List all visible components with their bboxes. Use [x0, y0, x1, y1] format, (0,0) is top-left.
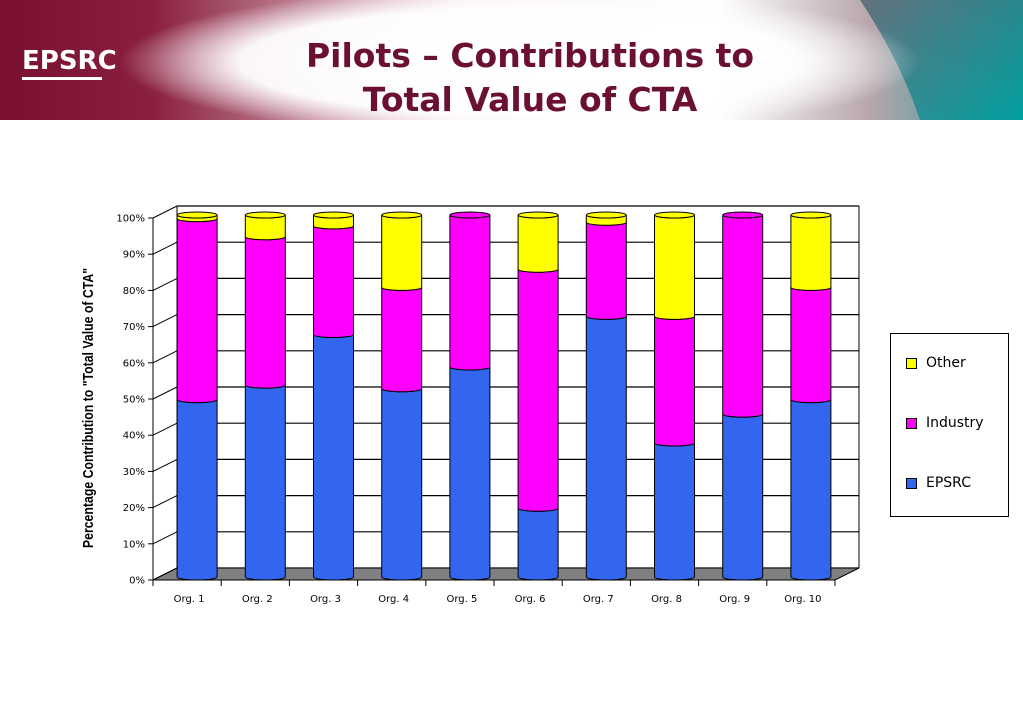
logo-underline — [22, 77, 102, 80]
legend-swatch — [906, 477, 917, 489]
bar-segment-industry — [790, 287, 832, 404]
bar-segment-industry — [722, 214, 764, 418]
bar-top-cap — [790, 211, 832, 219]
epsrc-logo: EPSRC — [22, 46, 117, 76]
x-tick-label: Org. 6 — [515, 594, 546, 605]
bar-segment-industry — [585, 221, 627, 320]
gridline-depth — [152, 350, 178, 364]
bar-segment-epsrc — [585, 316, 627, 581]
bar-top-cap — [449, 211, 491, 219]
bar-segment-epsrc — [244, 384, 286, 581]
gridline-depth — [152, 386, 178, 400]
header-banner: EPSRC — [0, 0, 1023, 120]
bar-segment-epsrc — [381, 388, 423, 581]
bar-segment-epsrc — [654, 442, 695, 581]
gridline-depth — [152, 458, 178, 472]
legend-item-other: Other — [906, 355, 966, 371]
bar-segment-industry — [654, 316, 695, 447]
bar-segment-industry — [244, 236, 286, 389]
y-tick-label: 10% — [123, 539, 145, 550]
y-tick-label: 80% — [123, 286, 145, 297]
bar-top-cap — [176, 211, 218, 219]
legend-swatch — [906, 417, 917, 429]
x-tick-label: Org. 8 — [651, 594, 682, 605]
bar-top-cap — [244, 211, 286, 219]
bar-segment-other — [244, 214, 286, 241]
bar-top-cap — [585, 211, 627, 219]
page-title: Pilots – Contributions to Total Value of… — [230, 34, 830, 122]
legend-swatch — [906, 357, 917, 369]
title-line-1: Pilots – Contributions to — [305, 36, 755, 75]
gridline-depth — [152, 277, 178, 291]
gridline-depth — [152, 531, 178, 545]
y-tick-label: 0% — [129, 576, 145, 587]
x-tick-label: Org. 9 — [719, 594, 750, 605]
bar-segment-industry — [449, 214, 491, 371]
x-tick-label: Org. 3 — [310, 594, 341, 605]
bar-segment-other — [790, 214, 832, 291]
gridline-depth — [152, 205, 178, 219]
bar-top-cap — [517, 211, 559, 219]
bar-segment-other — [517, 214, 559, 273]
bar-segment-other — [654, 214, 695, 320]
legend-label: Industry — [926, 415, 984, 431]
gridline-depth — [152, 495, 178, 509]
y-tick-label: 30% — [123, 467, 145, 478]
legend-item-epsrc: EPSRC — [906, 475, 971, 491]
bar-segment-industry — [313, 225, 354, 338]
legend-label: EPSRC — [926, 475, 971, 491]
y-tick-label: 100% — [116, 214, 145, 225]
x-tick-label: Org. 5 — [446, 594, 477, 605]
legend-item-industry: Industry — [906, 415, 984, 431]
y-axis-label: Percentage Contribution to "Total Value … — [80, 268, 96, 548]
x-tick-label: Org. 10 — [784, 594, 821, 605]
bar-top-cap — [381, 211, 423, 219]
x-tick-label: Org. 4 — [378, 594, 409, 605]
bar-segment-epsrc — [449, 366, 491, 581]
y-tick-label: 20% — [123, 503, 145, 514]
y-tick-label: 40% — [123, 431, 145, 442]
gridline-depth — [152, 241, 178, 255]
bar-segment-industry — [176, 218, 218, 404]
bar-segment-epsrc — [722, 413, 764, 581]
bar-segment-epsrc — [790, 399, 832, 581]
x-tick-label: Org. 1 — [174, 594, 205, 605]
banner-background — [0, 0, 1023, 120]
gridline-depth — [152, 314, 178, 328]
bar-segment-epsrc — [313, 334, 354, 581]
legend-label: Other — [926, 355, 966, 371]
y-tick-label: 70% — [123, 322, 145, 333]
bar-segment-industry — [381, 287, 423, 393]
x-tick-label: Org. 2 — [242, 594, 273, 605]
x-tick-label: Org. 7 — [583, 594, 614, 605]
y-tick-label: 90% — [123, 250, 145, 261]
bar-segment-industry — [517, 269, 559, 512]
bar-top-cap — [722, 211, 764, 219]
title-line-2: Total Value of CTA — [362, 80, 698, 119]
bar-top-cap — [313, 211, 354, 219]
y-tick-label: 50% — [123, 395, 145, 406]
gridline-depth — [152, 422, 178, 436]
chart-legend: Other Industry EPSRC — [890, 333, 1009, 517]
bar-segment-epsrc — [517, 507, 559, 581]
bar-segment-other — [381, 214, 423, 291]
y-tick-label: 60% — [123, 358, 145, 369]
bar-top-cap — [654, 211, 695, 219]
bar-segment-epsrc — [176, 399, 218, 581]
